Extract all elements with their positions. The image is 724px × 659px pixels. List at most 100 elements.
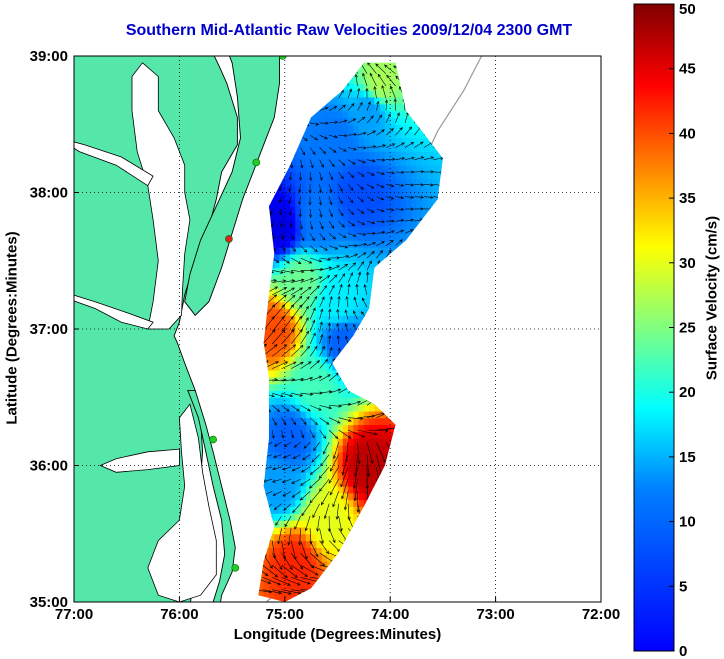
velocity-arrow (309, 478, 320, 489)
velocity-cell (348, 465, 354, 473)
velocity-cell (379, 199, 386, 207)
velocity-cell (321, 233, 328, 241)
velocity-cell (327, 315, 333, 323)
velocity-arrow (328, 346, 333, 357)
velocity-cell (348, 172, 354, 180)
velocity-arrow (309, 332, 316, 345)
velocity-arrow (319, 358, 329, 369)
velocity-cell (263, 329, 270, 337)
velocity-arrow (335, 503, 339, 520)
velocity-cell (348, 165, 354, 173)
velocity-cell (279, 281, 286, 289)
velocity-cell (290, 158, 296, 166)
velocity-cell (358, 247, 365, 255)
x-tick-label: 75:00 (266, 606, 304, 623)
velocity-cell (300, 288, 307, 296)
velocity-arrow (316, 515, 320, 532)
velocity-cell (384, 69, 391, 78)
velocity-cell (290, 513, 296, 521)
velocity-arrow (319, 221, 324, 230)
velocity-cell (284, 554, 291, 562)
velocity-cell (290, 438, 296, 446)
velocity-cell (316, 363, 323, 371)
velocity-cell (321, 397, 328, 405)
velocity-cell (384, 137, 391, 146)
velocity-arrow (281, 478, 292, 483)
velocity-cell (337, 315, 344, 323)
velocity-cell (337, 97, 344, 105)
velocity-cell (295, 301, 302, 310)
velocity-arrow (376, 114, 383, 124)
velocity-cell (300, 219, 307, 228)
velocity-arrow (393, 98, 397, 111)
velocity-cell (305, 165, 312, 173)
velocity-arrow (277, 528, 282, 545)
velocity-cell (348, 178, 354, 187)
velocity-cell (279, 417, 286, 426)
velocity-cell (374, 172, 381, 180)
velocity-cell (269, 383, 275, 391)
velocity-arrow (273, 454, 282, 458)
velocity-cell (274, 281, 281, 289)
velocity-cell (279, 206, 286, 214)
velocity-cell (305, 417, 312, 426)
velocity-cell (337, 479, 344, 487)
velocity-cell (263, 567, 270, 576)
velocity-cell (353, 404, 360, 412)
x-axis-ticks: 77:00 76:00 75:00 74:00 73:00 72:00 (55, 597, 620, 623)
velocity-arrow (281, 392, 294, 397)
velocity-arrow (384, 99, 389, 111)
velocity-arrow (328, 147, 337, 153)
velocity-cell (369, 62, 375, 71)
velocity-cell (374, 247, 381, 255)
velocity-cell (290, 247, 296, 255)
velocity-cell (316, 131, 323, 139)
velocity-arrow (300, 429, 305, 439)
velocity-cell (295, 458, 302, 467)
velocity-cell (358, 506, 365, 514)
velocity-cell (374, 253, 381, 262)
velocity-arrow (300, 564, 319, 576)
velocity-cell (258, 581, 265, 589)
velocity-cell (284, 383, 291, 391)
velocity-cell (290, 404, 296, 412)
velocity-cell (311, 356, 317, 364)
velocity-cell (374, 465, 381, 473)
velocity-arrow (319, 245, 328, 251)
velocity-arrow (288, 184, 292, 193)
velocity-cell (421, 178, 428, 187)
velocity-cell (300, 131, 307, 139)
velocity-cell (311, 233, 317, 241)
velocity-arrow (347, 233, 357, 237)
velocity-cell (400, 110, 407, 118)
velocity-cell (300, 178, 307, 187)
velocity-cell (290, 431, 296, 439)
velocity-cell (337, 281, 344, 289)
velocity-cell (332, 465, 339, 473)
velocity-cell (416, 158, 423, 166)
velocity-cell (300, 260, 307, 269)
velocity-arrow (376, 230, 386, 235)
velocity-cell (295, 199, 302, 207)
velocity-cell (284, 506, 291, 514)
velocity-arrow (273, 503, 282, 511)
velocity-cell (305, 513, 312, 521)
velocity-cell (363, 83, 370, 91)
velocity-cell (395, 151, 402, 159)
velocity-arrow (281, 564, 298, 578)
velocity-cell (406, 172, 412, 180)
velocity-cell (384, 417, 391, 426)
velocity-cell (338, 49, 344, 56)
velocity-cell (332, 540, 339, 548)
velocity-cell (269, 424, 275, 432)
velocity-cell (385, 49, 391, 56)
velocity-cell (321, 253, 328, 262)
velocity-cell (348, 308, 354, 316)
velocity-arrow (292, 454, 301, 459)
velocity-cell (311, 335, 317, 344)
velocity-cell (305, 349, 312, 357)
velocity-cell (305, 124, 312, 132)
velocity-cell (300, 404, 307, 412)
velocity-cell (358, 431, 365, 439)
velocity-cell (321, 165, 328, 173)
